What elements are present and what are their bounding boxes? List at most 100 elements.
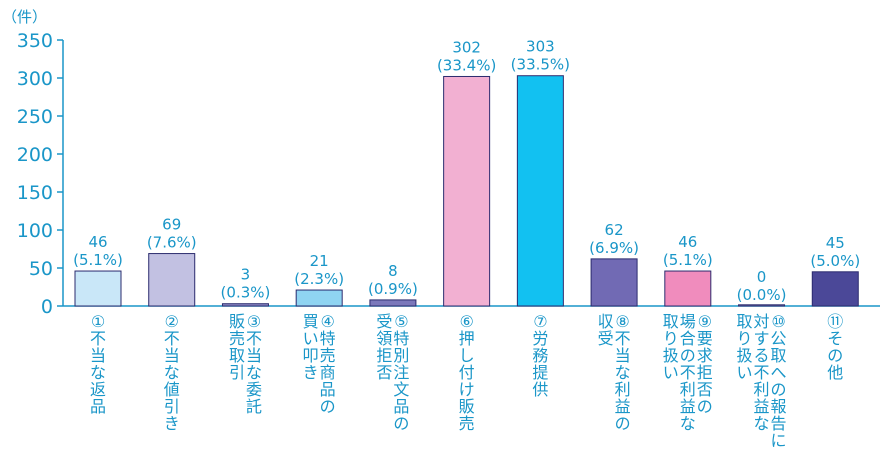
category-label-char: 提 — [532, 363, 548, 382]
value-label: 46 — [88, 233, 107, 251]
category-label-char: へ — [771, 363, 787, 382]
percent-label: (5.0%) — [810, 252, 860, 270]
bar — [516, 75, 564, 307]
category-label-char: の — [393, 414, 409, 433]
category-label-char: い — [663, 363, 679, 382]
category-label-char: 受 — [376, 312, 392, 331]
category-label-char: 別 — [393, 346, 409, 365]
category-label-char: ⑦ — [533, 312, 547, 331]
category-label-char: 扱 — [663, 346, 679, 365]
y-tick-label: 200 — [17, 144, 53, 166]
category-label-char: ② — [165, 312, 179, 331]
category-label-char: 引 — [164, 397, 180, 416]
category-label-char: い — [737, 363, 753, 382]
bar — [148, 253, 196, 307]
y-tick-labels: 0 50 100 150 200 250 300 350 — [17, 30, 63, 318]
category-label-char: 取 — [737, 312, 753, 331]
category-label-char: 委 — [246, 380, 262, 399]
category-label-char: 当 — [615, 346, 631, 365]
category-label-char: し — [459, 346, 475, 365]
bar — [811, 271, 859, 307]
y-tick-label: 100 — [17, 220, 53, 242]
category-label-char: な — [680, 414, 696, 433]
category-label-char: 取 — [229, 346, 245, 365]
category-label-char: い — [303, 329, 319, 348]
category-label-char: 合 — [680, 329, 696, 348]
category-label-char: 務 — [532, 346, 548, 365]
category-label-char: 拒 — [376, 346, 392, 365]
percent-label: (0.9%) — [368, 280, 418, 298]
y-unit-label: （件） — [2, 8, 47, 26]
category-label-char: の — [615, 414, 631, 433]
category-label-char: 益 — [615, 397, 631, 416]
category-label-char: の — [697, 397, 713, 416]
category-label-char: 不 — [246, 329, 262, 348]
category-label-char: 売 — [229, 329, 245, 348]
category-label-char: な — [754, 414, 770, 433]
category-label-char: 益 — [754, 397, 770, 416]
percent-label: (7.6%) — [147, 234, 197, 252]
value-label: 21 — [310, 252, 329, 270]
category-label-char: 託 — [246, 397, 262, 416]
category-label-char: な — [246, 363, 262, 382]
y-tick-label: 150 — [17, 182, 53, 204]
bar — [369, 299, 417, 307]
value-label: 46 — [678, 233, 697, 251]
category-label-char: 不 — [615, 329, 631, 348]
category-label-char: ⑩ — [771, 312, 785, 331]
percent-label: (6.9%) — [589, 239, 639, 257]
percent-label: (0.3%) — [221, 284, 271, 302]
category-label-char: 利 — [680, 380, 696, 399]
category-label-char: 叩 — [303, 346, 319, 365]
category-label-char: 引 — [229, 363, 245, 382]
category-label-char: 不 — [164, 329, 180, 348]
category-label-char: 不 — [754, 363, 770, 382]
bar — [738, 304, 786, 307]
bar — [590, 258, 638, 307]
category-label-char: 特 — [393, 329, 409, 348]
category-label-char: な — [90, 363, 106, 382]
category-label-char: 公 — [771, 329, 787, 348]
category-label-char: 付 — [459, 363, 475, 382]
bar — [221, 303, 269, 307]
category-label-char: 不 — [680, 363, 696, 382]
y-tick-label: 50 — [29, 258, 53, 280]
category-label-char: 注 — [393, 363, 409, 382]
category-label-char: 取 — [771, 346, 787, 365]
category-label-char: り — [663, 329, 679, 348]
category-label-char: 益 — [680, 397, 696, 416]
category-label-char: 供 — [532, 380, 548, 399]
percent-label: (2.3%) — [294, 270, 344, 288]
y-tick-label: 350 — [17, 30, 53, 52]
value-label: 45 — [826, 234, 845, 252]
value-label: 8 — [388, 262, 398, 280]
category-label-char: 販 — [229, 312, 245, 331]
category-label-char: 求 — [697, 346, 713, 365]
category-label-char: 買 — [303, 312, 319, 331]
category-label-char: 告 — [771, 414, 787, 433]
category-label-char: 領 — [376, 329, 392, 348]
category-label-char: け — [459, 380, 475, 399]
category-label-char: 品 — [90, 397, 106, 416]
category-label-char: ④ — [321, 312, 335, 331]
y-tick-label: 0 — [41, 296, 53, 318]
bar — [295, 289, 343, 307]
category-label-char: ⑨ — [698, 312, 712, 331]
category-label-char: 当 — [246, 346, 262, 365]
category-label-char: 収 — [598, 312, 614, 331]
percent-label: (33.5%) — [511, 56, 570, 74]
category-label-char: ⑧ — [615, 312, 629, 331]
category-label-char: 取 — [663, 312, 679, 331]
category-label-char: 商 — [320, 363, 336, 382]
category-label-char: 他 — [827, 363, 843, 382]
value-label: 303 — [526, 38, 555, 56]
